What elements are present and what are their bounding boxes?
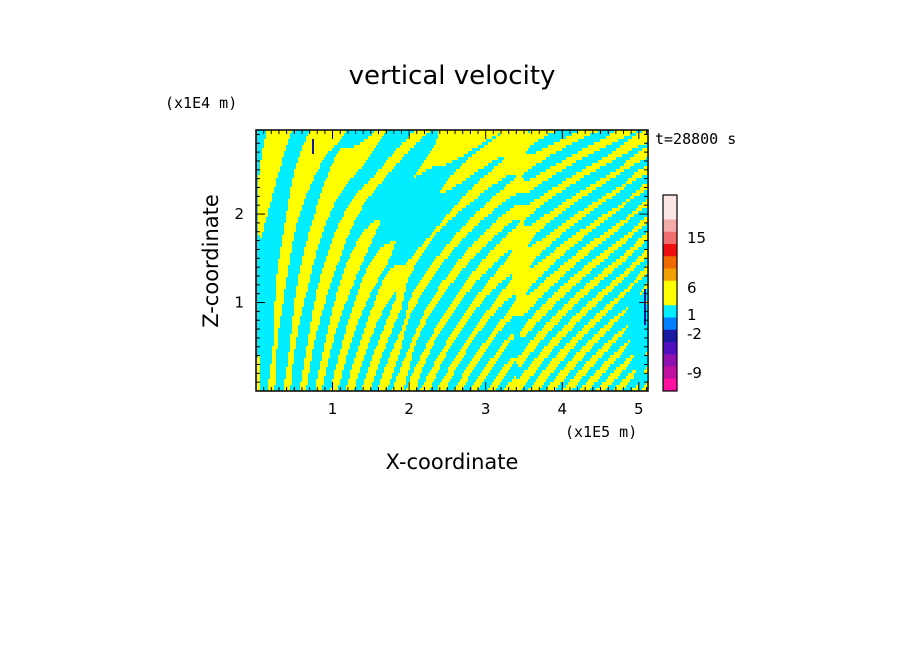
colorbar-swatch	[663, 305, 677, 318]
colorbar-swatch	[663, 329, 677, 343]
y-unit-label: (x1E4 m)	[165, 94, 237, 112]
colorbar-swatch	[663, 231, 677, 245]
x-tick-label: 1	[328, 400, 338, 418]
y-tick-label: 2	[234, 205, 244, 223]
y-tick-label: 1	[234, 294, 244, 312]
x-axis-title: X-coordinate	[386, 450, 519, 474]
colorbar-frame	[662, 194, 678, 392]
colorbar-swatch	[663, 256, 677, 269]
chart-title: vertical velocity	[349, 61, 556, 91]
colorbar-tick-label: -9	[687, 364, 702, 382]
colorbar-swatch	[663, 207, 677, 220]
colorbar-swatch	[663, 293, 677, 306]
time-label: t=28800 s	[655, 130, 736, 148]
colorbar-swatch	[663, 268, 677, 282]
colorbar-swatch	[663, 195, 677, 208]
x-tick-label: 4	[557, 400, 567, 418]
colorbar-swatch	[663, 378, 677, 392]
colorbar-swatch	[663, 342, 677, 355]
colorbar-tick-label: 15	[687, 229, 706, 247]
colorbar-tick-label: 1	[687, 306, 697, 324]
x-tick-label: 3	[481, 400, 491, 418]
colorbar-swatch	[663, 244, 677, 257]
x-tick-label: 5	[634, 400, 644, 418]
plot-frame	[255, 129, 649, 392]
velocity-field	[256, 130, 648, 391]
colorbar-tick-label: 6	[687, 279, 697, 297]
colorbar: 15 6 1-2 -9	[662, 194, 706, 392]
x-unit-label: (x1E5 m)	[565, 423, 637, 441]
colorbar-swatch	[663, 317, 677, 331]
axis-ticks: 1 2 3 4 5 1 2	[234, 130, 648, 418]
y-axis-title: Z-coordinate	[199, 194, 223, 328]
x-tick-label: 2	[404, 400, 414, 418]
colorbar-swatch	[663, 219, 677, 233]
colorbar-swatch	[663, 280, 677, 294]
colorbar-swatch	[663, 354, 677, 367]
colorbar-tick-label: -2	[687, 325, 702, 343]
colorbar-swatch	[663, 366, 677, 380]
